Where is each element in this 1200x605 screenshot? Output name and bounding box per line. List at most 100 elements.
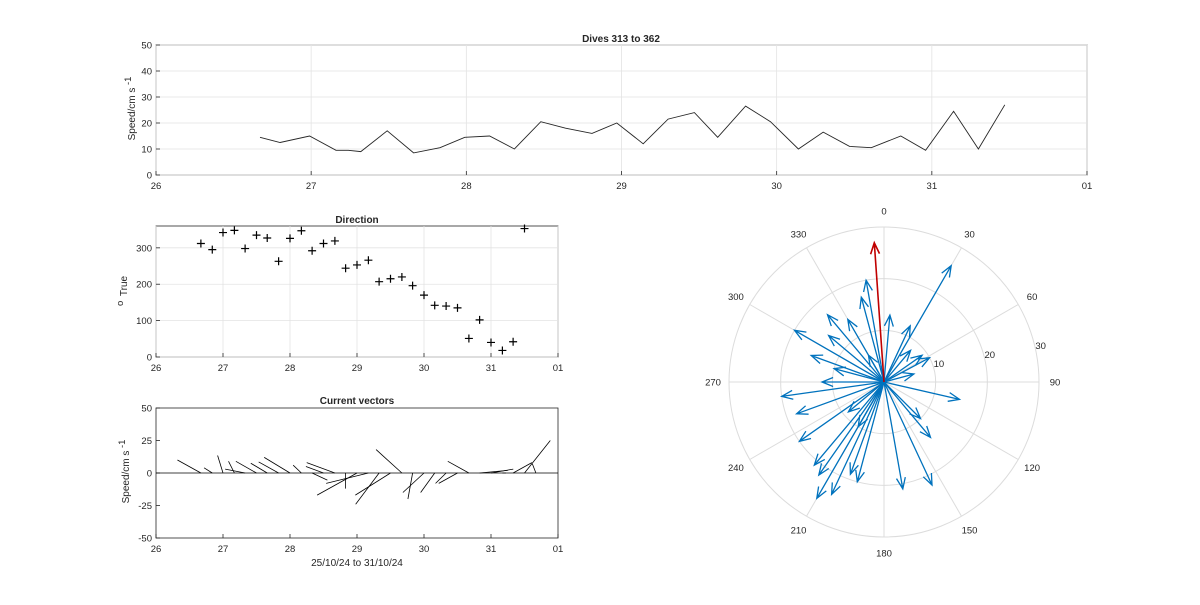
polar-vector-arrow — [883, 381, 962, 402]
x-tick-label: 29 — [352, 363, 363, 374]
polar-angle-label: 90 — [1050, 378, 1061, 389]
x-tick-label: 30 — [419, 363, 430, 374]
polar-vector-arrow — [779, 381, 885, 400]
speed-title: Dives 313 to 362 — [582, 34, 660, 45]
speed-ylabel-superscript: -1 — [123, 77, 134, 85]
direction-point — [319, 239, 328, 248]
polar-angle-label: 60 — [1027, 292, 1038, 303]
vectors-title: Current vectors — [320, 396, 395, 407]
vector-stick — [292, 464, 302, 474]
direction-point — [442, 302, 451, 311]
polar-vector-arrow — [862, 278, 885, 383]
y-tick-label: 30 — [141, 93, 152, 104]
x-tick-label: 26 — [151, 363, 162, 374]
polar-vector-arrow — [883, 356, 932, 383]
x-tick-label: 31 — [486, 544, 497, 555]
x-tick-label: 01 — [1082, 181, 1093, 192]
polar-spoke — [883, 381, 962, 517]
vector-stick — [263, 457, 291, 474]
direction-point — [364, 256, 373, 265]
x-tick-label: 27 — [218, 544, 229, 555]
direction-ticks: 26 27 28 29 30 31 01 0 100 200 300 — [136, 243, 563, 374]
vector-stick — [305, 466, 324, 474]
direction-point — [430, 301, 439, 310]
speed-panel: 26 27 28 29 30 31 01 0 10 20 30 40 50 Dives 313 to 3… — [123, 34, 1092, 192]
vector-stick — [355, 472, 380, 505]
polar-vector-arrow — [855, 381, 885, 484]
polar-vectors — [779, 240, 962, 500]
x-tick-label: 31 — [486, 363, 497, 374]
x-tick-label: 30 — [771, 181, 782, 192]
vectors-ticks: 26 27 28 29 30 31 01 -50 -25 0 25 50 — [138, 404, 563, 556]
vector-stick — [490, 468, 514, 474]
x-tick-label: 29 — [616, 181, 627, 192]
polar-vector-arrow — [830, 381, 885, 496]
x-tick-label: 30 — [419, 544, 430, 555]
y-tick-label: 0 — [147, 469, 152, 480]
direction-point — [487, 338, 495, 347]
vector-stick — [326, 472, 369, 484]
polar-vector-arrow — [883, 313, 894, 383]
vector-stick — [177, 459, 202, 474]
polar-panel: 0 30 60 90 120 150 180 210 240 270 300 330 10 20 30 — [705, 207, 1060, 560]
polar-vector-arrow — [813, 381, 885, 467]
y-tick-label: -50 — [138, 534, 152, 545]
polar-mean-arrow — [869, 240, 885, 383]
direction-point — [375, 277, 384, 286]
polar-vector-arrow — [883, 381, 906, 491]
x-tick-label: 01 — [553, 363, 564, 374]
vector-stick — [512, 462, 533, 474]
vector-stick — [250, 462, 268, 474]
vectors-ylabel-superscript: -1 — [117, 440, 128, 448]
speed-line — [259, 104, 1006, 154]
vectors-xlabel: 25/10/24 to 31/10/24 — [311, 558, 403, 569]
vectors-panel: 26 27 28 29 30 31 01 -50 -25 0 25 50 Current vector… — [117, 396, 563, 569]
polar-vector-arrow — [797, 381, 885, 443]
polar-vector-arrow — [809, 354, 885, 383]
speed-grid — [155, 44, 1088, 176]
y-tick-label: 20 — [141, 119, 152, 130]
polar-vector-arrow — [883, 348, 912, 383]
vector-stick — [258, 461, 279, 474]
polar-vector-arrow — [883, 371, 916, 383]
speed-ylabel-text: Speed/cm s — [127, 88, 138, 141]
direction-point — [453, 303, 462, 312]
polar-vector-arrow — [817, 381, 885, 477]
direction-point — [308, 246, 317, 255]
direction-point — [219, 228, 227, 237]
polar-angle-label: 210 — [791, 526, 807, 537]
direction-point — [353, 260, 361, 269]
y-tick-label: 0 — [147, 353, 152, 364]
polar-angle-label: 30 — [964, 229, 975, 240]
polar-vector-arrow — [849, 381, 885, 476]
vectors-ylabel-text: Speed/cm s — [121, 451, 132, 504]
vector-stick — [375, 449, 403, 474]
polar-vector-arrow — [827, 334, 885, 383]
polar-vector-arrow — [826, 313, 885, 383]
vector-stick — [435, 472, 447, 484]
direction-point — [286, 234, 294, 243]
direction-point — [464, 334, 473, 343]
direction-ylabel: o True — [115, 275, 130, 306]
polar-angle-label: 150 — [962, 526, 978, 537]
polar-spoke — [883, 381, 1019, 460]
vector-stick — [235, 460, 257, 474]
y-tick-label: 200 — [136, 280, 152, 291]
direction-title: Direction — [335, 215, 378, 226]
y-tick-label: 100 — [136, 316, 152, 327]
direction-panel: 26 27 28 29 30 31 01 0 100 200 300 Direction o Tru… — [115, 215, 563, 374]
vector-stick — [225, 468, 246, 474]
speed-ylabel: Speed/cm s -1 — [123, 77, 138, 141]
x-tick-label: 28 — [285, 544, 296, 555]
y-tick-label: 50 — [141, 404, 152, 415]
x-tick-label: 27 — [306, 181, 317, 192]
polar-vector-arrow — [867, 353, 885, 383]
x-tick-label: 26 — [151, 544, 162, 555]
vector-stick — [438, 472, 458, 484]
direction-point — [386, 274, 395, 283]
x-tick-label: 01 — [553, 544, 564, 555]
vectors-series — [156, 440, 558, 505]
polar-vector-arrow — [847, 381, 885, 414]
y-tick-label: -25 — [138, 501, 152, 512]
